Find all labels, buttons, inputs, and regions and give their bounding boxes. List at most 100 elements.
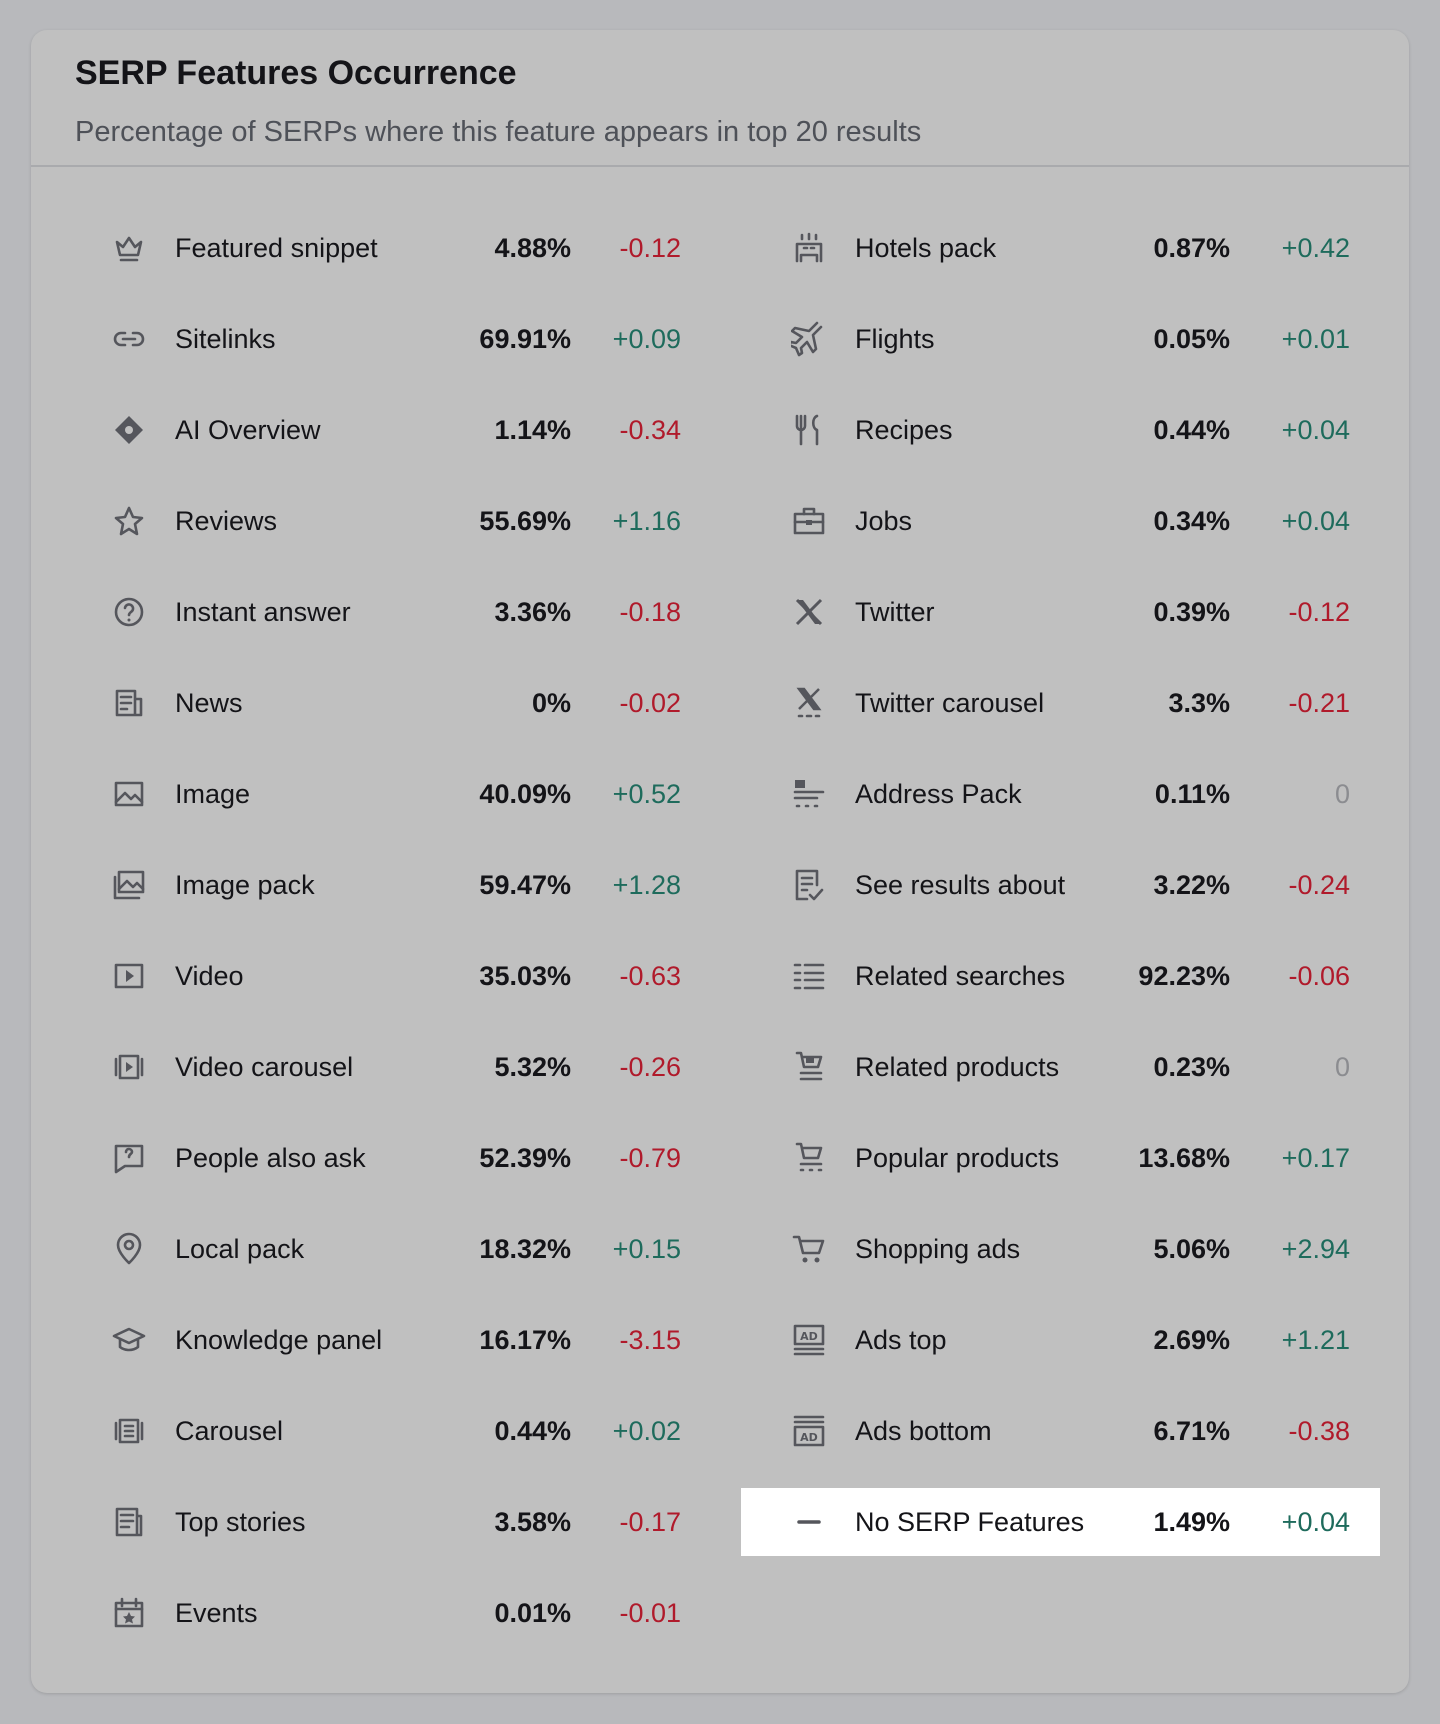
video-carousel-icon	[109, 1047, 149, 1087]
card-title: SERP Features Occurrence	[75, 54, 517, 92]
feature-percentage: 4.88%	[494, 232, 571, 263]
hotel-icon	[789, 228, 829, 268]
feature-label: No SERP Features	[855, 1506, 1085, 1537]
crown-icon	[109, 228, 149, 268]
sparkle-icon	[109, 410, 149, 450]
feature-label: People also ask	[175, 1142, 366, 1173]
feature-label: Twitter	[855, 596, 935, 627]
feature-percentage: 0.05%	[1153, 323, 1230, 354]
feature-row-local-pack: Local pack 18.32% +0.15	[61, 1215, 681, 1283]
feature-delta: -0.12	[1288, 596, 1350, 627]
feature-row-image: Image 40.09% +0.52	[61, 760, 681, 828]
feature-percentage: 40.09%	[479, 778, 571, 809]
feature-label: Flights	[855, 323, 935, 354]
feature-label: Shopping ads	[855, 1233, 1021, 1264]
feature-row-top-stories: Top stories 3.58% -0.17	[61, 1488, 681, 1556]
feature-row-instant-answer: Instant answer 3.36% -0.18	[61, 578, 681, 646]
feature-percentage: 0.87%	[1153, 232, 1230, 263]
star-icon	[109, 501, 149, 541]
fork-knife-icon	[789, 410, 829, 450]
feature-percentage: 0%	[531, 687, 571, 718]
feature-row-image-pack: Image pack 59.47% +1.28	[61, 851, 681, 919]
feature-delta: -0.34	[619, 414, 681, 445]
feature-row-ads-bottom: AD Ads bottom 6.71% -0.38	[741, 1397, 1380, 1465]
feature-percentage: 0.44%	[1153, 414, 1230, 445]
feature-percentage: 18.32%	[479, 1233, 571, 1264]
ad-top-icon: AD	[789, 1320, 829, 1360]
feature-delta: +0.42	[1281, 232, 1350, 263]
feature-percentage: 0.23%	[1153, 1051, 1230, 1082]
feature-delta: +0.01	[1281, 323, 1350, 354]
feature-delta: +0.02	[612, 1415, 681, 1446]
feature-label: Ads top	[855, 1324, 947, 1355]
feature-delta: -0.17	[619, 1506, 681, 1537]
feature-row-video: Video 35.03% -0.63	[61, 942, 681, 1010]
feature-percentage: 92.23%	[1138, 960, 1230, 991]
feature-delta: +0.04	[1281, 1506, 1350, 1537]
feature-delta: +0.04	[1281, 505, 1350, 536]
feature-label: Video carousel	[175, 1051, 354, 1082]
svg-text:AD: AD	[800, 1431, 818, 1444]
feature-delta: +1.16	[612, 505, 681, 536]
map-pin-icon	[109, 1229, 149, 1269]
feature-row-flights: Flights 0.05% +0.01	[741, 305, 1380, 373]
feature-label: Hotels pack	[855, 232, 997, 263]
calendar-star-icon	[109, 1593, 149, 1633]
card-subtitle: Percentage of SERPs where this feature a…	[75, 116, 922, 148]
address-pack-icon	[789, 774, 829, 814]
feature-percentage: 55.69%	[479, 505, 571, 536]
feature-label: Image	[175, 778, 251, 809]
feature-percentage: 1.14%	[494, 414, 571, 445]
cart-box-icon	[789, 1047, 829, 1087]
feature-percentage: 3.58%	[494, 1506, 571, 1537]
feature-row-address-pack: Address Pack 0.11% 0	[741, 760, 1380, 828]
feature-label: Reviews	[175, 505, 278, 536]
cart-stars-icon	[789, 1138, 829, 1178]
feature-delta: -0.63	[619, 960, 681, 991]
feature-delta: +0.52	[612, 778, 681, 809]
link-icon	[109, 319, 149, 359]
feature-delta: -0.02	[619, 687, 681, 718]
header-divider	[31, 165, 1409, 167]
feature-label: Featured snippet	[175, 232, 378, 263]
top-stories-icon	[109, 1502, 149, 1542]
feature-label: Address Pack	[855, 778, 1022, 809]
feature-delta: +0.17	[1281, 1142, 1350, 1173]
feature-delta: -0.21	[1288, 687, 1350, 718]
feature-delta: -0.24	[1288, 869, 1350, 900]
feature-label: AI Overview	[175, 414, 321, 445]
feature-label: Related products	[855, 1051, 1060, 1082]
feature-row-events: Events 0.01% -0.01	[61, 1579, 681, 1647]
feature-delta: 0	[1334, 1051, 1350, 1082]
feature-row-twitter-carousel: Twitter carousel 3.3% -0.21	[741, 669, 1380, 737]
feature-label: Recipes	[855, 414, 953, 445]
carousel-icon	[109, 1411, 149, 1451]
feature-delta: -0.26	[619, 1051, 681, 1082]
feature-delta: -0.18	[619, 596, 681, 627]
feature-label: Image pack	[175, 869, 315, 900]
feature-label: Related searches	[855, 960, 1066, 991]
feature-row-ads-top: AD Ads top 2.69% +1.21	[741, 1306, 1380, 1374]
feature-row-related-searches: Related searches 92.23% -0.06	[741, 942, 1380, 1010]
feature-percentage: 13.68%	[1138, 1142, 1230, 1173]
x-logo-icon	[789, 592, 829, 632]
svg-text:AD: AD	[800, 1330, 818, 1343]
feature-row-people-also-ask: People also ask 52.39% -0.79	[61, 1124, 681, 1192]
feature-delta: -0.79	[619, 1142, 681, 1173]
feature-delta: -0.06	[1288, 960, 1350, 991]
feature-percentage: 0.11%	[1154, 778, 1230, 809]
feature-row-knowledge-panel: Knowledge panel 16.17% -3.15	[61, 1306, 681, 1374]
cart-icon	[789, 1229, 829, 1269]
question-bubble-icon	[109, 1138, 149, 1178]
feature-row-hotels-pack: Hotels pack 0.87% +0.42	[741, 214, 1380, 282]
feature-label: News	[175, 687, 243, 718]
feature-percentage: 0.39%	[1153, 596, 1230, 627]
feature-percentage: 3.22%	[1153, 869, 1230, 900]
feature-delta: +0.15	[612, 1233, 681, 1264]
feature-delta: +2.94	[1281, 1233, 1350, 1264]
feature-delta: -0.01	[619, 1597, 681, 1628]
news-icon	[109, 683, 149, 723]
feature-percentage: 5.32%	[494, 1051, 571, 1082]
feature-label: See results about	[855, 869, 1066, 900]
feature-percentage: 0.44%	[494, 1415, 571, 1446]
